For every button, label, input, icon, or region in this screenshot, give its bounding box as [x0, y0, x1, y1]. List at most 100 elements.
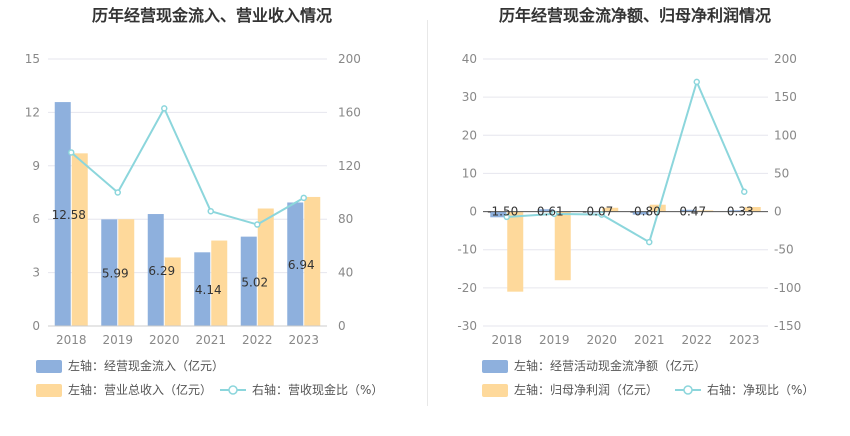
data-label: 4.14 [195, 283, 222, 297]
bar [744, 206, 761, 212]
bar [147, 214, 164, 326]
data-label: 0.47 [679, 205, 706, 219]
data-label: 5.99 [102, 267, 129, 281]
bar [164, 257, 181, 326]
legend-label: 左轴：归母净利润（亿元） [514, 382, 658, 397]
y-left-tick-label: 10 [462, 166, 477, 180]
x-tick-label: 2018 [491, 333, 522, 347]
legend-label: 左轴：营业总收入（亿元） [68, 382, 212, 397]
bar [287, 202, 304, 326]
y-right-tick-label: 160 [338, 105, 361, 119]
y-right-tick-label: 40 [338, 266, 353, 280]
line-point [741, 188, 748, 195]
bar [211, 240, 228, 326]
bar [101, 219, 118, 326]
bar [240, 236, 257, 326]
bar [54, 102, 71, 327]
y-left-tick-label: 20 [462, 128, 477, 142]
bar [649, 204, 666, 212]
line-point [646, 238, 653, 246]
y-left-tick-label: 12 [25, 105, 40, 119]
series-line [506, 78, 746, 244]
data-label: 6.94 [288, 258, 315, 272]
data-label: 6.29 [148, 264, 175, 278]
x-tick-label: 2022 [681, 333, 712, 347]
line-point [68, 149, 75, 156]
bar [602, 207, 619, 212]
line-point [503, 213, 510, 221]
line-point [598, 211, 605, 218]
data-label: -0.07 [582, 205, 613, 219]
series-line [70, 106, 305, 226]
x-tick-label: 2021 [634, 333, 665, 347]
data-label: -1.50 [487, 205, 518, 219]
line-point [161, 105, 168, 112]
line-point [114, 189, 121, 196]
y-right-tick-label: 50 [774, 166, 789, 180]
y-left-tick-label: 3 [32, 266, 40, 280]
chart-net-cashflow-profit: 历年经营现金流净额、归母净利润情况-30-20-10010203040-150-… [457, 6, 814, 397]
x-tick-label: 2018 [56, 333, 87, 347]
x-tick-label: 2020 [586, 333, 617, 347]
x-tick-label: 2022 [242, 333, 273, 347]
line-point [551, 210, 558, 218]
data-label: -0.80 [630, 205, 661, 219]
y-left-tick-label: 40 [462, 52, 477, 66]
bar [632, 211, 649, 215]
y-left-tick-label: 0 [32, 319, 40, 333]
bar [537, 209, 554, 212]
y-right-tick-label: -100 [774, 281, 801, 295]
data-label: 0.33 [727, 205, 754, 219]
y-right-tick-label: 150 [774, 90, 797, 104]
legend-swatch-point [228, 385, 238, 395]
line-point [693, 78, 700, 86]
data-label: 5.02 [241, 275, 268, 289]
legend-label: 左轴：经营活动现金流净额（亿元） [514, 358, 706, 373]
bar [304, 196, 321, 326]
data-label: 12.58 [52, 208, 86, 222]
bar [194, 252, 211, 326]
bar [257, 208, 274, 326]
bar [727, 210, 744, 212]
y-left-tick-label: 15 [25, 52, 40, 66]
y-left-tick-label: -10 [457, 243, 477, 257]
x-tick-label: 2019 [102, 333, 133, 347]
chart-title: 历年经营现金流净额、归母净利润情况 [499, 6, 771, 25]
chart-cash-inflow-revenue: 历年经营现金流入、营业收入情况 0 3 6 9 12 15 0 40 80 120 160 200 201… [25, 6, 383, 397]
legend-label: 右轴：净现比（%） [707, 382, 814, 397]
y-left-tick-label: 6 [32, 212, 40, 226]
y-right-tick-label: 200 [774, 52, 797, 66]
y-left-tick-label: -30 [457, 319, 477, 333]
legend-swatch [36, 384, 62, 397]
y-left-tick-label: 9 [32, 159, 40, 173]
y-left-tick-label: -20 [457, 281, 477, 295]
legend-label: 左轴：经营现金流入（亿元） [68, 358, 224, 373]
x-tick-label: 2021 [195, 333, 226, 347]
bar [118, 219, 135, 326]
chart-title: 历年经营现金流入、营业收入情况 [92, 6, 332, 25]
y-right-tick-label: 120 [338, 159, 361, 173]
y-right-tick-label: 200 [338, 52, 361, 66]
x-tick-label: 2020 [149, 333, 180, 347]
y-left-tick-label: 0 [469, 205, 477, 219]
x-tick-label: 2019 [539, 333, 570, 347]
legend-swatch [482, 360, 508, 373]
legend-swatch [36, 360, 62, 373]
bar [554, 211, 571, 281]
y-right-tick-label: -150 [774, 319, 801, 333]
y-right-tick-label: 0 [774, 205, 782, 219]
bar [490, 211, 507, 218]
legend-label: 右轴：营收现金比（%） [252, 382, 383, 397]
data-label: 0.61 [537, 205, 564, 219]
line-point [254, 221, 261, 228]
bar [71, 153, 88, 326]
y-right-tick-label: -50 [774, 243, 794, 257]
x-tick-label: 2023 [729, 333, 760, 347]
y-right-tick-label: 100 [774, 128, 797, 142]
line-point [300, 194, 307, 202]
x-tick-label: 2023 [288, 333, 319, 347]
y-right-tick-label: 80 [338, 212, 353, 226]
legend-swatch [482, 384, 508, 397]
bar [507, 211, 524, 292]
y-right-tick-label: 0 [338, 319, 346, 333]
